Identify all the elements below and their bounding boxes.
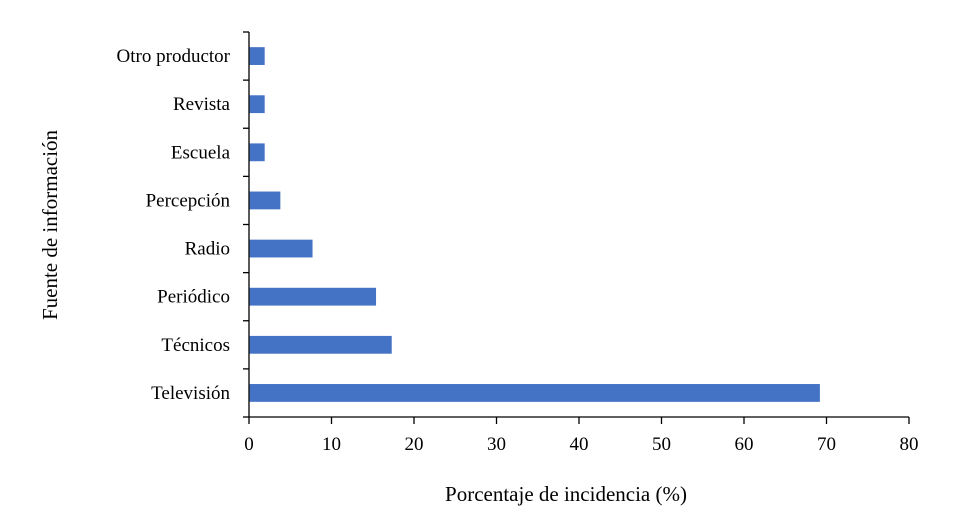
bar-otro-productor [249,47,265,65]
category-labels-group: Televisión Técnicos Periódico Radio Percepci… [117,46,231,404]
category-label: Otro productor [117,46,231,67]
bar-percepción [249,191,281,210]
axes-group [248,32,909,418]
category-label: Percepción [146,190,231,211]
x-tick-label: 70 [817,434,836,455]
x-tick-label: 30 [487,434,506,455]
bar-televisión [249,384,820,402]
x-tick-label: 80 [900,434,919,455]
category-label: Televisión [151,383,230,404]
x-tick-label: 10 [322,434,341,455]
bar-periódico [249,287,377,306]
category-label: Escuela [171,142,231,163]
category-label: Radio [185,239,230,260]
x-tick-label: 50 [652,434,671,455]
x-ticks-group [248,417,910,424]
x-tick-label: 60 [735,434,754,455]
bar-radio [249,239,313,258]
x-tick-label: 0 [244,434,254,455]
x-tick-label: 40 [570,434,589,455]
bar-revista [249,95,265,114]
y-axis-title: Fuente de información [38,129,62,320]
category-label: Revista [173,94,231,115]
x-axis-title: Porcentaje de incidencia (%) [445,482,687,506]
y-ticks-group [243,31,249,418]
x-tick-labels-group: 0 10 20 30 40 50 60 70 80 [244,434,918,455]
category-label: Periódico [157,287,230,308]
bar-técnicos [249,335,392,354]
x-tick-label: 20 [405,434,424,455]
category-label: Técnicos [161,335,230,356]
bar-escuela [249,143,265,162]
bars-group [249,47,820,402]
